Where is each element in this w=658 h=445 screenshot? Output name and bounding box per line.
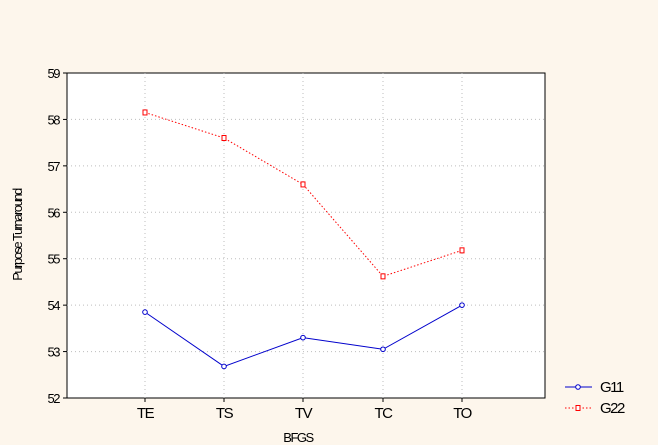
- y-tick-label: 52: [48, 391, 61, 406]
- y-tick-label: 55: [48, 252, 61, 267]
- x-tick-label: TC: [375, 405, 394, 422]
- data-point: [221, 135, 227, 141]
- x-tick-label: TS: [216, 405, 234, 422]
- plot-area: [66, 72, 546, 399]
- y-axis-title: Purpose Turnaround: [10, 188, 25, 281]
- x-tick-label: TO: [453, 405, 471, 422]
- data-point: [142, 109, 148, 116]
- data-point: [142, 309, 148, 315]
- y-tick-label: 57: [48, 159, 61, 174]
- data-point: [221, 363, 227, 370]
- series-lines: [142, 109, 465, 370]
- x-tick-label: TE: [137, 405, 155, 422]
- y-tick-label: 58: [48, 112, 61, 127]
- legend-label: G11: [600, 379, 624, 396]
- legend-label: G22: [600, 400, 625, 417]
- x-axis-title: BFGS: [283, 430, 314, 445]
- data-point: [300, 334, 306, 341]
- data-point: [459, 302, 465, 308]
- y-tick-label: 59: [48, 66, 61, 81]
- y-tick-label: 54: [48, 298, 61, 313]
- data-point: [380, 346, 386, 353]
- y-tick-label: 53: [48, 345, 61, 360]
- legend-marker: [575, 405, 581, 411]
- data-point: [380, 273, 386, 280]
- x-tick-label: TV: [295, 405, 313, 422]
- data-point: [459, 247, 465, 254]
- legend-marker: [575, 384, 581, 390]
- data-point: [300, 181, 306, 188]
- axis-ticks: 52 53 54 55 56 57 58 59 TE TS TV TC TO: [48, 66, 474, 422]
- y-tick-label: 56: [48, 205, 61, 220]
